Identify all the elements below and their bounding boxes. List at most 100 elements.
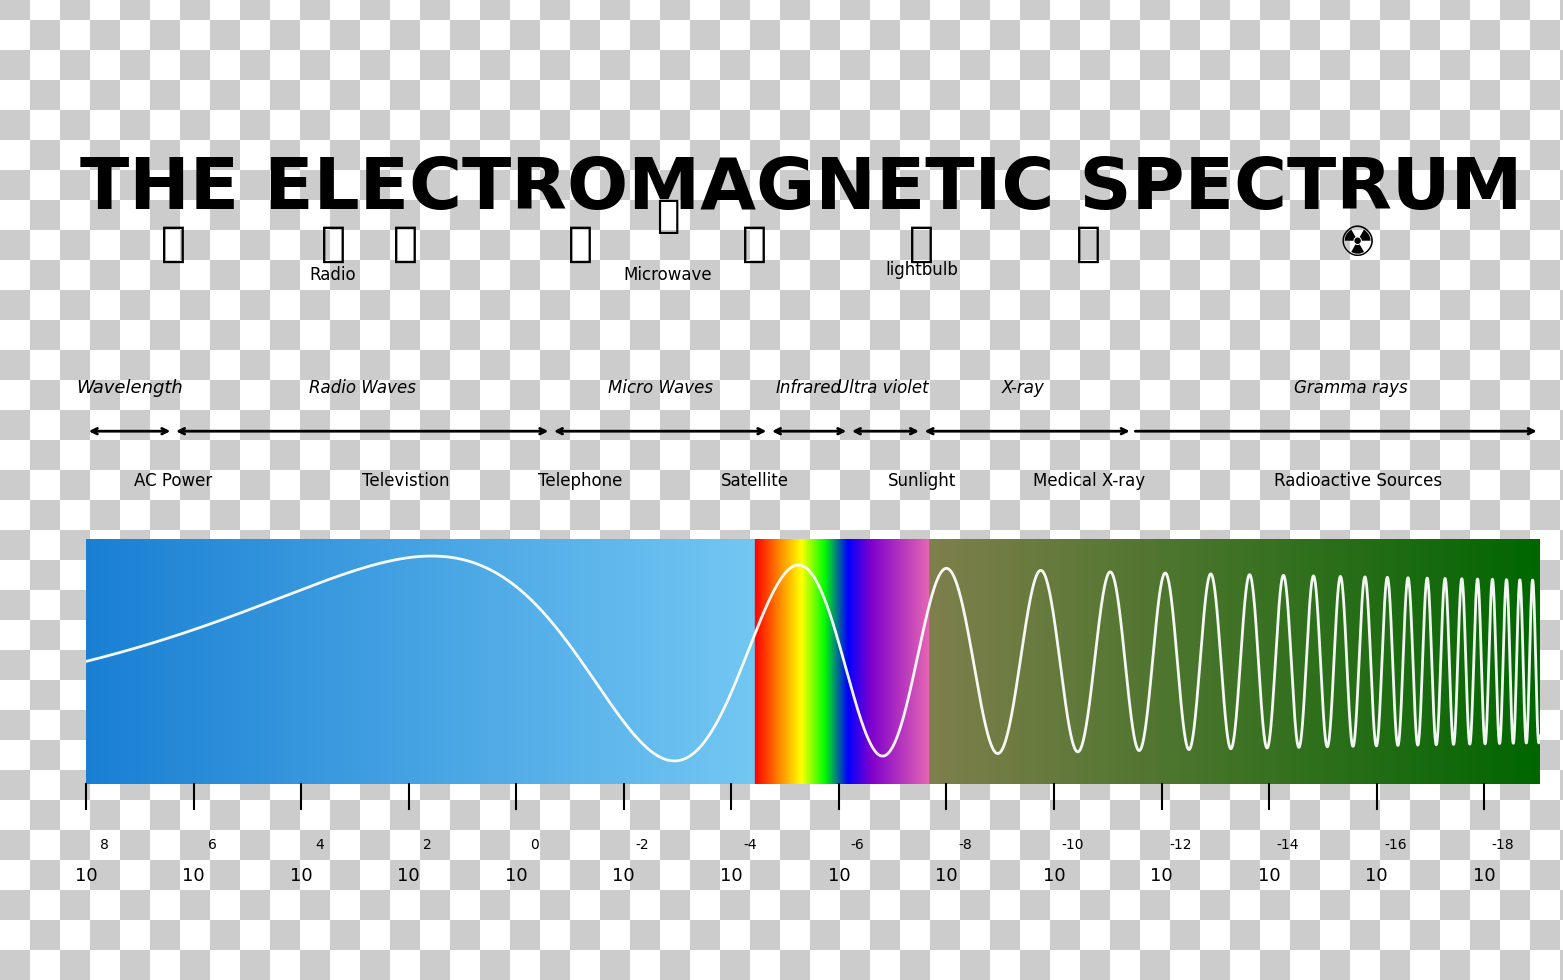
- Bar: [1350, 530, 1380, 560]
- Bar: [780, 650, 810, 680]
- Bar: [930, 800, 960, 830]
- Bar: [300, 560, 330, 590]
- Bar: [839, 680, 871, 710]
- Bar: [960, 320, 989, 350]
- Bar: [960, 410, 989, 440]
- Text: 0: 0: [530, 838, 539, 852]
- Bar: [1110, 770, 1139, 800]
- Bar: [1469, 230, 1500, 260]
- Bar: [570, 710, 600, 740]
- Bar: [330, 590, 359, 620]
- Bar: [660, 530, 689, 560]
- Bar: [600, 80, 630, 110]
- Bar: [1230, 110, 1260, 140]
- Bar: [871, 0, 900, 20]
- Bar: [900, 440, 930, 470]
- Bar: [1380, 710, 1410, 740]
- Bar: [1289, 500, 1321, 530]
- Bar: [1139, 140, 1171, 170]
- Bar: [660, 200, 689, 230]
- Bar: [810, 560, 839, 590]
- Bar: [180, 440, 209, 470]
- Bar: [839, 200, 871, 230]
- Bar: [510, 230, 539, 260]
- Bar: [209, 410, 241, 440]
- Bar: [1050, 260, 1080, 290]
- Bar: [180, 950, 209, 980]
- Bar: [600, 680, 630, 710]
- Bar: [1500, 680, 1530, 710]
- Bar: [1410, 890, 1440, 920]
- Bar: [871, 680, 900, 710]
- Bar: [1050, 770, 1080, 800]
- Bar: [600, 170, 630, 200]
- Bar: [750, 50, 780, 80]
- Bar: [810, 260, 839, 290]
- Bar: [570, 530, 600, 560]
- Bar: [1139, 830, 1171, 860]
- Bar: [1469, 740, 1500, 770]
- Bar: [330, 530, 359, 560]
- Bar: [420, 590, 450, 620]
- Bar: [839, 440, 871, 470]
- Bar: [1110, 410, 1139, 440]
- Bar: [359, 860, 391, 890]
- Bar: [59, 380, 91, 410]
- Bar: [270, 350, 300, 380]
- Bar: [1021, 20, 1050, 50]
- Bar: [300, 0, 330, 20]
- Bar: [91, 110, 120, 140]
- Bar: [480, 380, 510, 410]
- Bar: [450, 0, 480, 20]
- Bar: [1560, 590, 1563, 620]
- Bar: [450, 590, 480, 620]
- Bar: [1200, 200, 1230, 230]
- Bar: [839, 830, 871, 860]
- Text: 📦: 📦: [656, 197, 678, 235]
- Bar: [930, 860, 960, 890]
- Bar: [539, 620, 570, 650]
- Bar: [930, 170, 960, 200]
- Bar: [420, 560, 450, 590]
- Bar: [989, 860, 1021, 890]
- Bar: [1021, 650, 1050, 680]
- Bar: [1321, 530, 1350, 560]
- Bar: [270, 380, 300, 410]
- Bar: [600, 950, 630, 980]
- Bar: [1440, 680, 1469, 710]
- Bar: [1469, 260, 1500, 290]
- Bar: [930, 350, 960, 380]
- Bar: [660, 740, 689, 770]
- Bar: [1440, 920, 1469, 950]
- Bar: [391, 50, 420, 80]
- Bar: [630, 740, 660, 770]
- Bar: [120, 200, 150, 230]
- Bar: [391, 260, 420, 290]
- Bar: [300, 80, 330, 110]
- Bar: [780, 800, 810, 830]
- Bar: [1200, 140, 1230, 170]
- Bar: [1440, 530, 1469, 560]
- Bar: [391, 590, 420, 620]
- Bar: [450, 830, 480, 860]
- Bar: [721, 80, 750, 110]
- Bar: [359, 440, 391, 470]
- Bar: [1200, 320, 1230, 350]
- Bar: [750, 890, 780, 920]
- Bar: [1530, 380, 1560, 410]
- Bar: [839, 530, 871, 560]
- Bar: [1321, 830, 1350, 860]
- Bar: [241, 680, 270, 710]
- Bar: [480, 500, 510, 530]
- Bar: [1530, 80, 1560, 110]
- Bar: [1500, 380, 1530, 410]
- Bar: [1410, 110, 1440, 140]
- Bar: [1110, 20, 1139, 50]
- Bar: [59, 470, 91, 500]
- Bar: [1289, 50, 1321, 80]
- Bar: [1560, 380, 1563, 410]
- Bar: [780, 350, 810, 380]
- Bar: [871, 770, 900, 800]
- Bar: [1230, 140, 1260, 170]
- Bar: [480, 140, 510, 170]
